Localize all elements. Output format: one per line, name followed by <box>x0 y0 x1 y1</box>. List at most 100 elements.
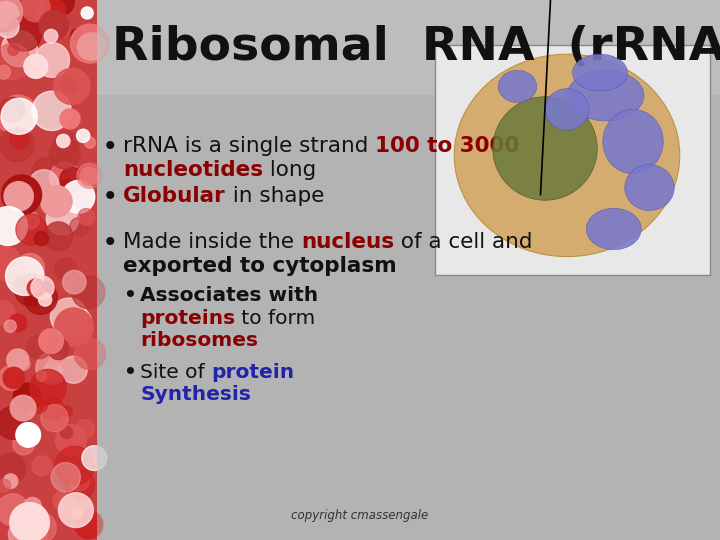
Text: nucleus: nucleus <box>301 232 394 252</box>
Circle shape <box>8 44 19 55</box>
Circle shape <box>18 358 30 370</box>
Circle shape <box>51 463 81 492</box>
Circle shape <box>32 456 52 476</box>
Circle shape <box>3 367 24 388</box>
Circle shape <box>9 518 41 540</box>
Circle shape <box>63 271 86 294</box>
Circle shape <box>13 433 35 455</box>
Text: Site of: Site of <box>140 362 211 382</box>
Circle shape <box>0 65 10 79</box>
Circle shape <box>16 214 47 245</box>
Circle shape <box>35 232 48 246</box>
Circle shape <box>9 314 27 332</box>
Circle shape <box>60 356 87 383</box>
Circle shape <box>1 98 37 134</box>
Circle shape <box>0 2 19 28</box>
Text: •: • <box>103 232 117 255</box>
Ellipse shape <box>492 97 598 200</box>
Circle shape <box>60 427 73 438</box>
Circle shape <box>58 492 94 528</box>
Circle shape <box>80 167 98 185</box>
Circle shape <box>46 202 79 235</box>
Circle shape <box>0 15 19 38</box>
Circle shape <box>0 127 34 161</box>
Text: Globular: Globular <box>123 186 226 206</box>
Circle shape <box>0 366 24 390</box>
Text: copyright cmassengale: copyright cmassengale <box>292 509 428 522</box>
Circle shape <box>64 308 91 335</box>
Bar <box>0 0 97 540</box>
Circle shape <box>6 17 42 51</box>
Bar <box>97 94 720 540</box>
Circle shape <box>82 446 107 470</box>
Circle shape <box>4 320 17 332</box>
Circle shape <box>30 369 66 406</box>
Circle shape <box>55 446 94 485</box>
Circle shape <box>24 390 37 403</box>
Circle shape <box>27 335 51 359</box>
Circle shape <box>13 383 42 411</box>
Circle shape <box>0 246 22 280</box>
Circle shape <box>55 424 86 456</box>
Circle shape <box>53 131 78 156</box>
Text: to form: to form <box>235 309 315 328</box>
Circle shape <box>62 180 95 213</box>
Circle shape <box>75 511 103 539</box>
Circle shape <box>1 175 42 215</box>
Text: rRNA is a single strand: rRNA is a single strand <box>123 136 375 156</box>
Circle shape <box>71 24 109 63</box>
Circle shape <box>16 423 40 447</box>
Circle shape <box>0 109 21 132</box>
Circle shape <box>0 407 30 440</box>
Circle shape <box>71 29 82 40</box>
Text: Made inside the: Made inside the <box>123 232 301 252</box>
Ellipse shape <box>586 208 642 249</box>
Circle shape <box>81 7 93 19</box>
Circle shape <box>76 129 90 143</box>
Text: nucleotides: nucleotides <box>123 160 263 180</box>
Ellipse shape <box>545 89 589 130</box>
Circle shape <box>48 339 69 360</box>
Circle shape <box>53 490 73 511</box>
Text: in shape: in shape <box>226 186 324 206</box>
Text: long: long <box>263 160 316 180</box>
Circle shape <box>21 0 50 22</box>
Circle shape <box>31 276 54 299</box>
Bar <box>97 0 720 94</box>
Text: •: • <box>103 186 117 210</box>
Circle shape <box>41 397 64 420</box>
Circle shape <box>0 479 11 492</box>
Text: •: • <box>123 362 136 382</box>
Circle shape <box>77 164 102 188</box>
Text: proteins: proteins <box>140 309 235 328</box>
Circle shape <box>35 43 70 77</box>
Circle shape <box>0 301 14 325</box>
Circle shape <box>66 470 94 500</box>
Circle shape <box>0 453 26 484</box>
Circle shape <box>61 77 76 92</box>
Circle shape <box>35 531 47 540</box>
Circle shape <box>16 254 45 282</box>
Circle shape <box>76 420 94 438</box>
Circle shape <box>41 404 68 432</box>
Text: Ribosomal  RNA  (rRNA): Ribosomal RNA (rRNA) <box>112 25 720 70</box>
Ellipse shape <box>625 165 674 211</box>
Circle shape <box>27 279 45 297</box>
Circle shape <box>14 274 47 306</box>
Ellipse shape <box>572 54 628 91</box>
Text: ribosomes: ribosomes <box>140 331 258 350</box>
Circle shape <box>0 494 29 526</box>
Circle shape <box>0 207 27 245</box>
Circle shape <box>10 395 36 421</box>
Circle shape <box>0 0 22 32</box>
Circle shape <box>44 362 62 381</box>
Circle shape <box>37 0 66 25</box>
Circle shape <box>4 474 18 488</box>
Ellipse shape <box>498 70 536 103</box>
Circle shape <box>44 222 73 251</box>
Circle shape <box>0 44 30 79</box>
Circle shape <box>6 349 29 371</box>
Circle shape <box>62 406 72 416</box>
Circle shape <box>50 162 80 193</box>
Ellipse shape <box>567 70 644 121</box>
